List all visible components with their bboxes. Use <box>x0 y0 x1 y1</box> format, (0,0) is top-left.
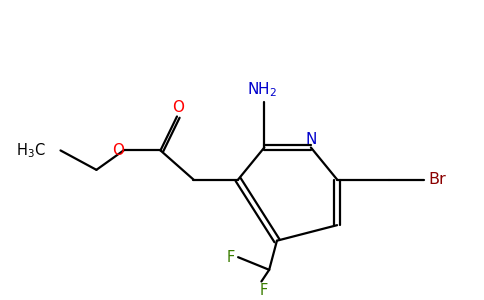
Text: Br: Br <box>428 172 446 187</box>
Text: O: O <box>172 100 184 116</box>
Text: H$_3$C: H$_3$C <box>16 141 46 160</box>
Text: F: F <box>259 284 268 298</box>
Text: NH$_2$: NH$_2$ <box>247 80 277 99</box>
Text: O: O <box>113 143 124 158</box>
Text: F: F <box>227 250 235 265</box>
Text: N: N <box>305 132 317 147</box>
